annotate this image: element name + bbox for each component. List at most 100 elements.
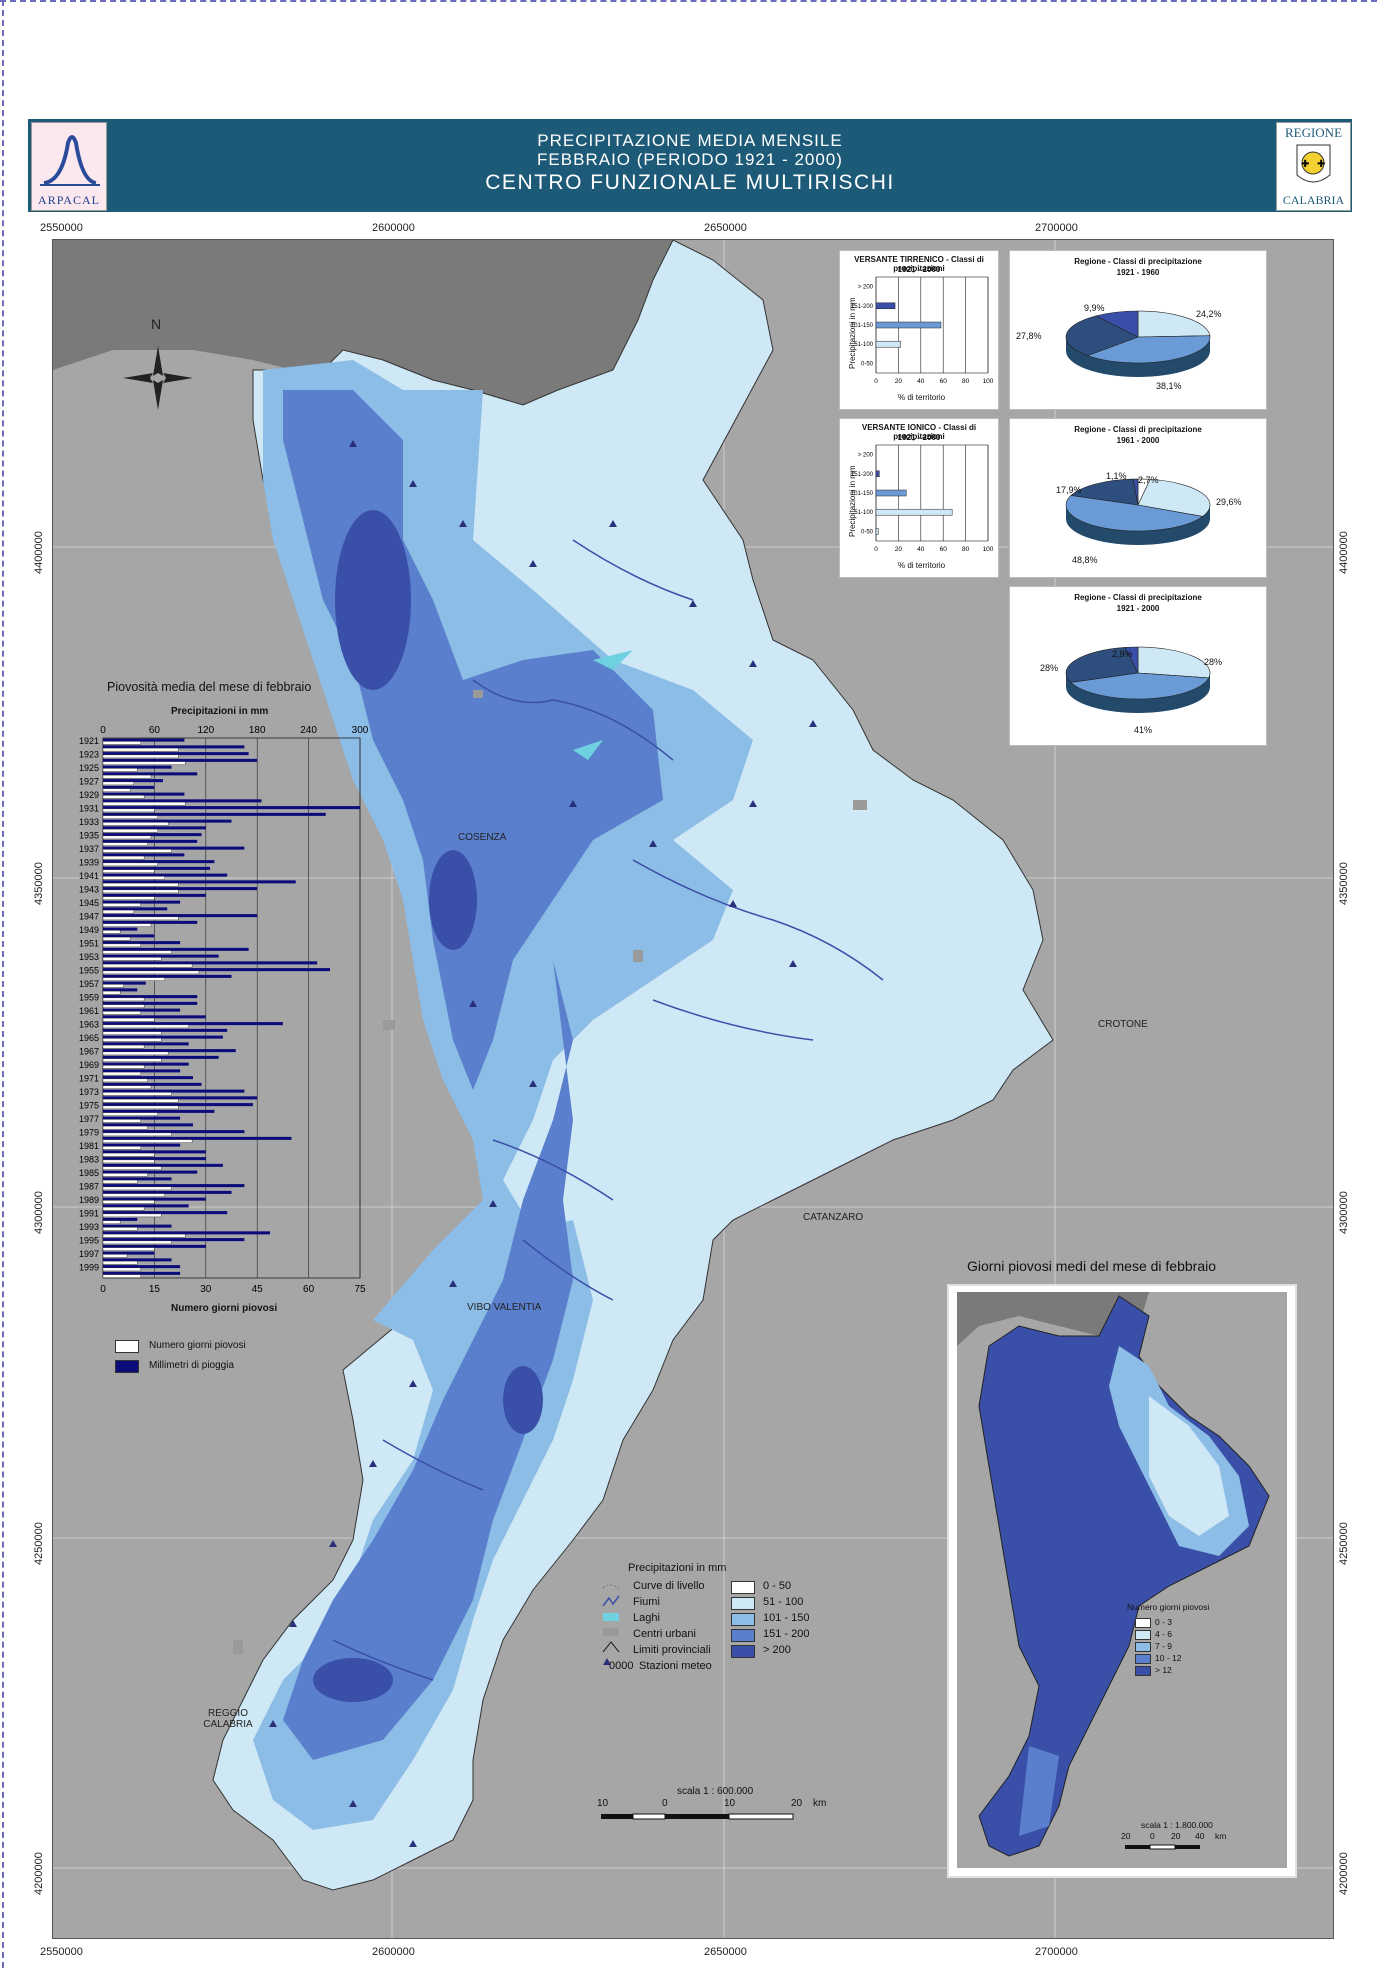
category-label: 151-200 <box>851 304 874 310</box>
scale-tick-3: 10 <box>724 1798 736 1809</box>
year-label: 1993 <box>79 1222 99 1232</box>
bar-mm <box>103 1163 223 1167</box>
bar-mm <box>103 995 198 999</box>
bar-mm <box>103 839 198 843</box>
bar-mm <box>103 1143 181 1147</box>
inset-swatch-4-6 <box>1135 1630 1151 1640</box>
bar-mm <box>103 900 181 904</box>
bar-mm <box>103 1211 228 1215</box>
bar-days <box>102 1233 186 1238</box>
tick-label: 0 <box>874 378 878 385</box>
bar-mm <box>103 1076 193 1080</box>
lake-icon <box>603 1613 619 1621</box>
legend-contour: Curve di livello <box>633 1580 705 1592</box>
inset-class-0-3: 0 - 3 <box>1155 1617 1173 1627</box>
bar-days <box>102 936 131 941</box>
bar-mm <box>103 1271 181 1275</box>
inset-scale-tick-4: 40 <box>1195 1831 1205 1841</box>
north-arrow-icon <box>123 346 193 410</box>
bar-days <box>102 1024 189 1029</box>
bar-days <box>102 990 121 995</box>
bar-days <box>102 754 179 759</box>
bottom-tick-label: 60 <box>303 1284 315 1295</box>
axis-left-5: 4200000 <box>33 1852 45 1895</box>
page-border-left <box>2 0 4 1968</box>
scale-label: scala 1 : 600.000 <box>677 1786 754 1797</box>
year-label: 1981 <box>79 1141 99 1151</box>
bar-mm <box>103 1217 138 1221</box>
title-line-2: FEBBRAIO (PERIODO 1921 - 2000) <box>537 150 843 169</box>
bar-days <box>102 1220 121 1224</box>
legend-urban: Centri urbani <box>633 1628 696 1640</box>
scale-bar <box>601 1813 794 1820</box>
city-catanzaro: CATANZARO <box>803 1212 864 1223</box>
bar-days <box>102 1105 179 1110</box>
bar-days <box>102 1119 141 1123</box>
legend-stations: Stazioni meteo <box>639 1660 712 1672</box>
pie-1921-1960: Regione - Classi di precipitazione 1921 … <box>1009 250 1267 410</box>
bar-mm <box>103 1177 172 1181</box>
category-label: 51-100 <box>854 510 873 516</box>
pie3-label-4: 2,9% <box>1112 649 1133 659</box>
annual-bottom-axis-label: Numero giorni piovosi <box>171 1303 278 1314</box>
tick-label: 60 <box>940 378 948 385</box>
pie1-title: Regione - Classi di precipitazione <box>1074 257 1202 266</box>
bar-days <box>102 1071 141 1076</box>
bar-days <box>102 984 124 988</box>
pie-slice <box>1065 495 1204 532</box>
bar-mm <box>103 1069 181 1073</box>
bar-mm <box>103 765 172 769</box>
category-label: > 200 <box>858 285 874 291</box>
tick-label: 20 <box>895 546 903 553</box>
bar-days <box>102 923 152 927</box>
year-label: 1987 <box>79 1182 99 1192</box>
bar-days <box>102 970 200 975</box>
bar-days <box>102 1152 155 1157</box>
pie-slice <box>1132 478 1139 506</box>
bar-days <box>102 835 152 840</box>
bar-mm <box>103 866 211 870</box>
bar-mm <box>103 1055 219 1059</box>
year-label: 1997 <box>79 1249 99 1259</box>
precip-legend-title: Precipitazioni in mm <box>628 1562 727 1574</box>
river-icon <box>602 1595 620 1607</box>
scale-tick-2: 0 <box>662 1798 668 1809</box>
bar-days <box>102 855 145 860</box>
title-banner: PRECIPITAZIONE MEDIA MENSILE FEBBRAIO (P… <box>28 119 1352 212</box>
city-crotone: CROTONE <box>1098 1019 1148 1030</box>
year-label: 1923 <box>79 750 99 760</box>
legend-rivers: Fiumi <box>633 1596 660 1608</box>
bar-days <box>102 1112 159 1116</box>
annual-chart: 0 0 60 15 120 30 180 45 240 60 300 75 1921 1923 1925 19… <box>79 725 369 1295</box>
year-label: 1925 <box>79 763 99 773</box>
inset-title: Giorni piovosi medi del mese di febbraio <box>967 1258 1217 1274</box>
bar-mm <box>103 1265 181 1269</box>
bar-days <box>102 943 141 948</box>
bar-mm <box>103 1251 155 1255</box>
inset-swatch-over-12 <box>1135 1666 1151 1676</box>
category-label: 0-50 <box>861 361 874 367</box>
bar-mm <box>103 1062 189 1066</box>
pie3-label-1: 28% <box>1204 657 1223 667</box>
bar <box>875 321 942 329</box>
bar-mm <box>103 752 249 756</box>
bar-mm <box>103 1204 189 1208</box>
bar-days <box>102 1267 141 1272</box>
bar-mm <box>103 1150 206 1154</box>
pie-slice <box>1070 478 1139 506</box>
scale-tick-4: 20 <box>791 1798 803 1809</box>
bar-mm <box>103 1001 198 1005</box>
bar-ionico-period: 1921 - 2000 <box>897 433 941 442</box>
category-label: 51-100 <box>854 342 873 348</box>
year-label: 1995 <box>79 1236 99 1246</box>
class-label-101-150: 101 - 150 <box>763 1612 810 1624</box>
inset-legend-title: Numero giorni piovosi <box>1127 1602 1210 1612</box>
bar-days <box>102 1031 162 1035</box>
pie1-label-1: 24,2% <box>1196 309 1222 319</box>
axis-bottom-3: 2650000 <box>704 1946 747 1958</box>
bar-mm <box>103 988 138 992</box>
tick-label: 40 <box>917 378 925 385</box>
pie2-label-4: 17,9% <box>1056 485 1082 495</box>
axis-left-2: 4350000 <box>33 862 45 905</box>
bar-mm <box>103 853 185 857</box>
